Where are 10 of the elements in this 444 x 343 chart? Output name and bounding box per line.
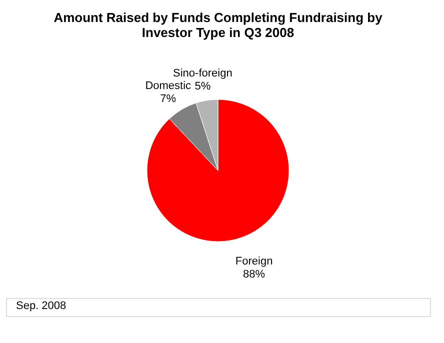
data-label: 5% <box>194 80 211 93</box>
data-label: 88% <box>243 268 266 281</box>
text: Investor Type in Q3 2008 <box>142 25 294 40</box>
pie-slice <box>169 102 218 171</box>
text: Amount Raised by Funds Completing Fundraising by <box>54 10 382 25</box>
text: Sep. 2008 <box>16 300 66 312</box>
slice-label: Domestic <box>145 80 192 92</box>
data-label: 7% <box>160 93 176 106</box>
slice-label: Sino-foreign <box>173 68 232 80</box>
slice-label: Foreign <box>235 256 273 268</box>
